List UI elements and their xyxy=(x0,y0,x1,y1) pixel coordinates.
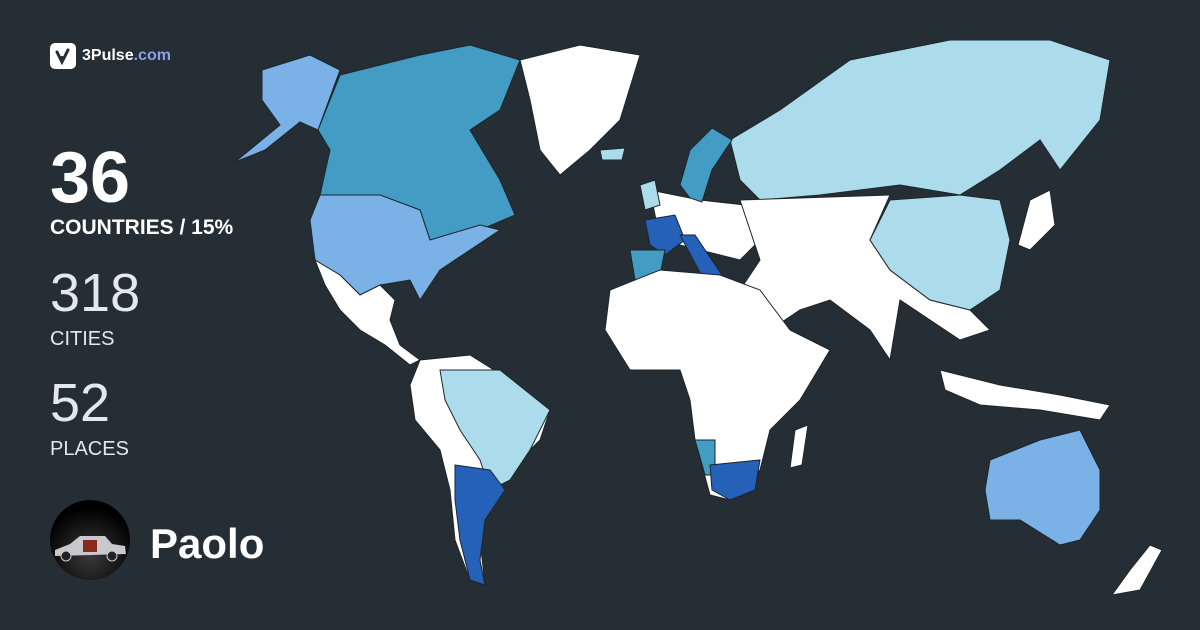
region-australia xyxy=(984,429,1101,546)
cities-label: CITIES xyxy=(50,328,115,350)
countries-label: COUNTRIES / 15% xyxy=(50,216,234,239)
countries-count: 36 xyxy=(50,138,131,218)
region-alaska xyxy=(234,54,341,163)
region-greenland xyxy=(519,44,641,176)
region-argentina xyxy=(454,464,506,586)
region-china xyxy=(869,194,1011,311)
places-count: 52 xyxy=(50,373,111,433)
places-label: PLACES xyxy=(50,438,129,460)
region-italy xyxy=(679,234,723,283)
region-russia xyxy=(729,39,1111,201)
region-scandinavia xyxy=(679,127,733,203)
region-africa xyxy=(604,269,831,501)
cities-count: 318 xyxy=(50,263,141,323)
brand-name: 3Pulse.com xyxy=(82,47,171,64)
region-iceland xyxy=(599,147,626,161)
car-photo xyxy=(55,536,126,562)
brand-logo[interactable]: 3Pulse.com xyxy=(50,43,171,69)
region-south-africa xyxy=(709,459,761,501)
region-uk xyxy=(639,179,661,211)
pulse-check-icon xyxy=(50,43,76,69)
region-france xyxy=(644,214,686,256)
user-name: Paolo xyxy=(150,520,265,567)
region-japan xyxy=(1017,189,1056,251)
region-mexico xyxy=(313,258,421,366)
region-madagascar xyxy=(789,424,809,469)
avatar[interactable] xyxy=(50,500,130,580)
region-indonesia xyxy=(939,369,1111,421)
region-new-zealand xyxy=(1110,544,1163,596)
